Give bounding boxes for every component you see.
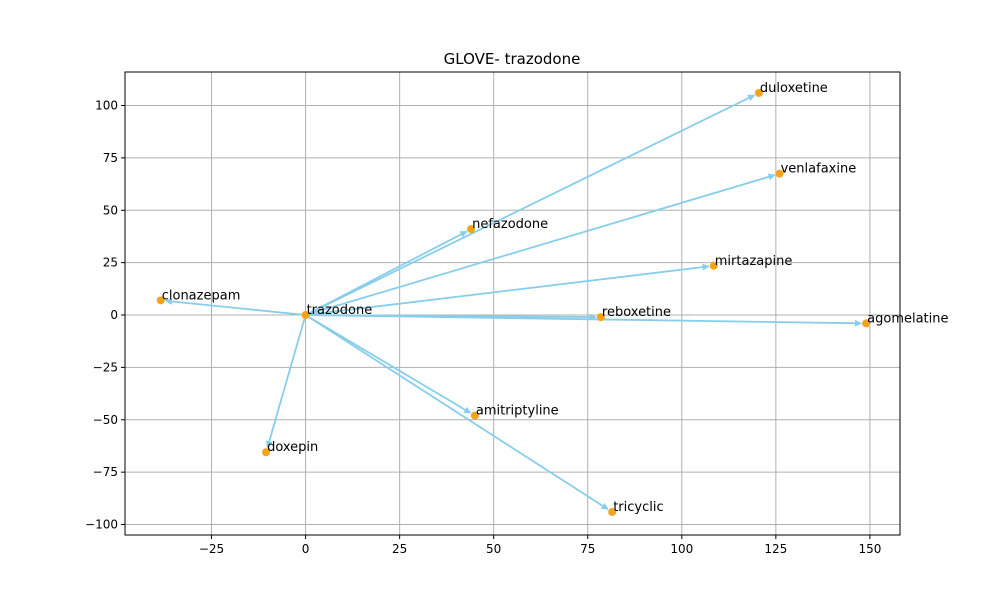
point-reboxetine <box>596 313 605 322</box>
label-tricyclic: tricyclic <box>613 500 663 515</box>
arrow-tricyclic <box>305 314 609 511</box>
x-tick-label: 100 <box>670 542 693 556</box>
x-tick-label: 125 <box>764 542 787 556</box>
y-tick-label: 100 <box>95 99 118 113</box>
plot-frame <box>124 71 901 536</box>
data-points <box>156 88 871 516</box>
x-tick-label: 75 <box>580 542 595 556</box>
arrow-agomelatine <box>305 314 862 327</box>
axis-ticks: −25 0 25 50 75 100 125 150 −100 −75 −50 −25 0 25 50 75 1… <box>85 99 881 556</box>
point-labels: trazodone duloxetine venlafaxine nefazodone… <box>162 81 949 515</box>
point-agomelatine <box>862 319 871 328</box>
chart-title: GLOVE- trazodone <box>444 50 581 68</box>
y-tick-label: −25 <box>93 360 118 374</box>
label-duloxetine: duloxetine <box>760 81 828 96</box>
y-tick-label: 50 <box>103 203 118 217</box>
point-tricyclic <box>608 507 617 516</box>
arrow-mirtazapine <box>305 263 710 316</box>
x-tick-label: 0 <box>302 542 310 556</box>
grid <box>125 72 900 535</box>
y-tick-label: −50 <box>93 413 118 427</box>
arrow-doxepin <box>265 314 307 449</box>
label-clonazepam: clonazepam <box>162 288 241 303</box>
point-nefazodone <box>467 225 476 234</box>
arrow-duloxetine <box>305 94 756 316</box>
point-trazodone <box>301 311 310 320</box>
arrows <box>165 94 862 511</box>
label-mirtazapine: mirtazapine <box>715 254 793 269</box>
label-nefazodone: nefazodone <box>472 217 548 232</box>
arrow-venlafaxine <box>305 173 776 316</box>
y-tick-label: 75 <box>103 151 118 165</box>
x-tick-label: 50 <box>486 542 501 556</box>
label-reboxetine: reboxetine <box>602 305 671 320</box>
x-tick-label: −25 <box>199 542 224 556</box>
point-venlafaxine <box>775 169 784 178</box>
point-doxepin <box>262 448 271 457</box>
y-tick-label: −75 <box>93 465 118 479</box>
point-clonazepam <box>156 296 165 305</box>
y-tick-label: 25 <box>103 256 118 270</box>
y-tick-label: 0 <box>110 308 118 322</box>
point-duloxetine <box>754 88 763 97</box>
label-trazodone: trazodone <box>307 303 373 318</box>
arrow-amitriptyline <box>305 314 472 414</box>
arrow-nefazodone <box>305 230 468 316</box>
y-tick-label: −100 <box>85 518 118 532</box>
x-tick-label: 25 <box>392 542 407 556</box>
point-amitriptyline <box>470 411 479 420</box>
x-tick-label: 150 <box>858 542 881 556</box>
label-doxepin: doxepin <box>267 440 318 455</box>
label-venlafaxine: venlafaxine <box>781 162 857 177</box>
label-agomelatine: agomelatine <box>867 311 948 326</box>
point-mirtazapine <box>709 261 718 270</box>
label-amitriptyline: amitriptyline <box>476 404 559 419</box>
arrow-clonazepam <box>165 298 306 316</box>
